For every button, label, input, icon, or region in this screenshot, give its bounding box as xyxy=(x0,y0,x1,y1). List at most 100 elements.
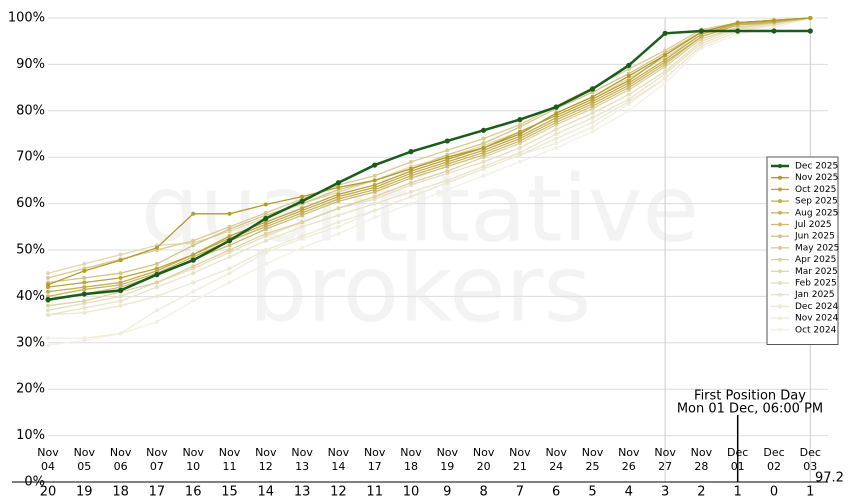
point xyxy=(698,28,705,34)
point xyxy=(191,271,196,276)
point xyxy=(46,282,50,287)
point xyxy=(445,178,450,183)
legend-label: Dec 2025 xyxy=(795,162,838,172)
point xyxy=(227,254,232,259)
point xyxy=(409,194,413,199)
countdown-label: 1 xyxy=(806,485,814,500)
point xyxy=(191,243,196,248)
y-tick-label: 40% xyxy=(16,289,45,304)
point xyxy=(118,331,123,336)
point xyxy=(300,206,305,211)
legend-marker xyxy=(778,281,782,285)
countdown-label: 7 xyxy=(516,485,524,500)
point xyxy=(590,125,595,130)
legend-label: May 2025 xyxy=(795,243,839,253)
point xyxy=(336,220,341,225)
countdown-label: 12 xyxy=(330,485,347,500)
series-line xyxy=(47,17,811,316)
point xyxy=(336,192,341,197)
y-tick-label: 90% xyxy=(16,57,45,72)
point xyxy=(517,145,522,150)
x-tick-label: Dec 02 xyxy=(763,446,785,473)
point xyxy=(481,145,486,150)
x-tick-label: Dec 01 xyxy=(727,446,749,473)
point xyxy=(227,266,232,271)
point xyxy=(626,97,631,102)
point xyxy=(626,78,631,83)
point xyxy=(46,275,50,280)
series-line xyxy=(47,17,811,307)
countdown-label: 0 xyxy=(770,485,778,500)
legend-label: Dec 2024 xyxy=(795,302,838,312)
point xyxy=(82,336,87,341)
legend-marker xyxy=(778,292,782,297)
legend-marker xyxy=(778,175,782,180)
point xyxy=(517,117,523,123)
point xyxy=(481,159,486,164)
x-tick-label: Nov 19 xyxy=(436,446,459,473)
legend-label: Jun 2025 xyxy=(794,232,835,242)
legend-marker xyxy=(778,199,782,204)
point xyxy=(154,285,159,290)
point xyxy=(553,104,559,110)
point xyxy=(154,294,159,299)
legend-label: Aug 2025 xyxy=(795,208,838,218)
point xyxy=(445,187,450,192)
y-tick-label: 20% xyxy=(16,382,45,397)
point xyxy=(590,115,595,120)
point xyxy=(227,248,232,252)
countdown-label: 5 xyxy=(588,485,596,500)
legend-marker xyxy=(778,257,782,262)
annotation-text: Mon 01 Dec, 06:00 PM xyxy=(677,402,823,417)
y-tick-label: 60% xyxy=(16,196,45,211)
point xyxy=(589,86,596,92)
legend-marker xyxy=(778,187,782,192)
x-tick-label: Nov 27 xyxy=(654,446,676,473)
point xyxy=(46,312,50,317)
point xyxy=(227,271,232,276)
point xyxy=(82,310,87,315)
point xyxy=(590,120,595,125)
point xyxy=(82,275,87,280)
x-tick-label: Nov 14 xyxy=(327,446,350,473)
legend-label: Jul 2025 xyxy=(794,220,832,230)
point xyxy=(118,280,123,285)
point xyxy=(626,108,631,113)
point xyxy=(46,289,50,294)
point xyxy=(300,220,305,225)
countdown-label: 9 xyxy=(443,485,451,500)
point xyxy=(372,162,378,168)
point xyxy=(409,201,413,206)
point xyxy=(481,164,486,169)
point xyxy=(626,92,631,97)
point xyxy=(626,62,632,68)
point xyxy=(263,215,269,222)
legend-marker xyxy=(778,327,782,332)
point xyxy=(300,234,305,239)
point xyxy=(154,319,159,324)
countdown-label: 15 xyxy=(221,485,238,500)
point xyxy=(190,257,196,263)
point xyxy=(554,111,559,116)
y-tick-label: 50% xyxy=(16,243,45,258)
point xyxy=(227,280,232,285)
x-tick-label: Nov 17 xyxy=(363,446,386,473)
point xyxy=(807,28,813,34)
point xyxy=(191,211,196,216)
legend-label: Apr 2025 xyxy=(795,255,836,265)
x-tick-label: Nov 18 xyxy=(400,446,422,473)
countdown-label: 20 xyxy=(40,485,57,500)
point xyxy=(336,206,341,211)
annotation-text: First Position Day xyxy=(694,389,806,404)
point xyxy=(82,299,87,304)
point xyxy=(46,303,50,308)
y-tick-label: 30% xyxy=(16,335,45,350)
y-tick-label: 80% xyxy=(16,103,45,118)
point xyxy=(372,215,377,220)
point xyxy=(263,202,268,207)
countdown-label: 19 xyxy=(76,485,93,500)
legend-label: Oct 2024 xyxy=(795,325,837,335)
countdown-label: 18 xyxy=(112,485,129,500)
point xyxy=(46,343,50,348)
